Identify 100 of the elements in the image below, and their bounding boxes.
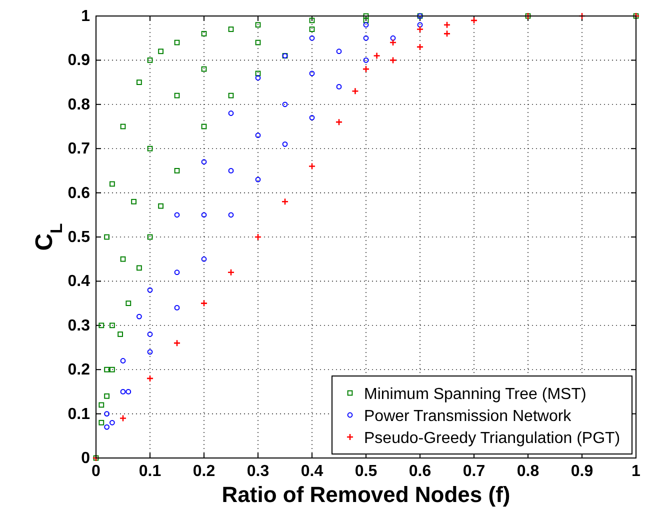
x-tick-label: 0.7 [462,463,486,480]
point [104,424,110,430]
point [147,146,153,152]
point [282,141,288,147]
point [201,124,207,130]
point [201,212,207,218]
point [120,256,126,262]
point [309,70,315,76]
point [98,420,104,426]
point [110,420,115,426]
legend-label: Pseudo-Greedy Triangulation (PGT) [364,430,620,447]
x-tick-label: 0.2 [192,463,216,480]
point [147,234,153,240]
point [309,114,315,120]
point [335,118,343,126]
point [336,84,342,90]
point [104,234,110,240]
y-tick-label: 0.1 [68,406,90,423]
point [416,26,424,33]
y-tick-label: 0.3 [68,317,90,334]
y-tick-label: 0.6 [68,184,90,202]
point [104,411,110,416]
point [443,30,451,38]
point [174,212,180,218]
point [147,287,153,293]
point [98,322,104,328]
point [255,176,261,182]
point [282,102,288,108]
point [131,198,136,204]
point [228,168,234,174]
legend-label: Minimum Spanning Tree (MST) [364,386,586,403]
point [104,393,110,399]
point [200,300,208,307]
x-tick-label: 0.1 [138,463,162,480]
point [363,13,369,19]
point [158,48,164,54]
point [136,80,142,85]
legend-label: Power Transmission Network [364,408,572,425]
point [228,26,234,32]
point [255,70,261,76]
y-tick-label: 0.7 [68,140,90,158]
point [389,56,397,64]
point [390,35,396,41]
point [174,305,180,310]
point [147,349,153,355]
point [174,168,180,174]
point [174,270,180,276]
point [119,414,127,422]
point [104,366,110,372]
point [147,332,153,337]
point [120,124,126,130]
point [228,110,234,116]
point [362,65,370,73]
point [416,43,424,51]
point [126,389,132,394]
y-tick-label: 1 [81,8,90,25]
y-tick-label: 0.9 [68,52,90,70]
point [174,40,180,46]
y-tick-label: 0 [81,450,90,467]
point [363,22,369,28]
x-axis-title: Ratio of Removed Nodes (f) [222,482,510,507]
point [228,212,234,218]
x-tick-label: 0.3 [246,463,270,480]
point [136,265,142,271]
point [120,358,126,364]
point [255,132,261,138]
point [118,332,123,337]
point [254,233,262,241]
point [389,38,397,46]
point [201,66,207,72]
point [158,203,164,209]
y-tick-label: 0.4 [68,273,90,290]
point [443,21,451,28]
point [309,18,315,24]
x-tick-label: 0 [92,463,101,480]
x-tick-label: 0.6 [408,463,432,480]
y-tick-label: 0.2 [68,362,90,379]
point [470,16,478,24]
point [352,87,359,95]
point [363,58,369,63]
y-tick-label: 0.8 [68,96,90,114]
x-tick-label: 0.4 [300,463,324,480]
x-tick-label: 0.9 [570,463,594,480]
point [363,35,369,41]
point [201,256,207,262]
point [228,92,234,98]
point [147,58,153,63]
point [120,389,126,394]
point [363,18,369,24]
point [126,300,132,306]
point [227,268,235,276]
point [255,40,261,46]
point [146,374,154,382]
point [110,366,115,372]
point [255,75,261,81]
point [110,181,115,187]
point [417,22,423,28]
point [201,30,207,36]
point [255,22,261,28]
point [309,35,315,41]
